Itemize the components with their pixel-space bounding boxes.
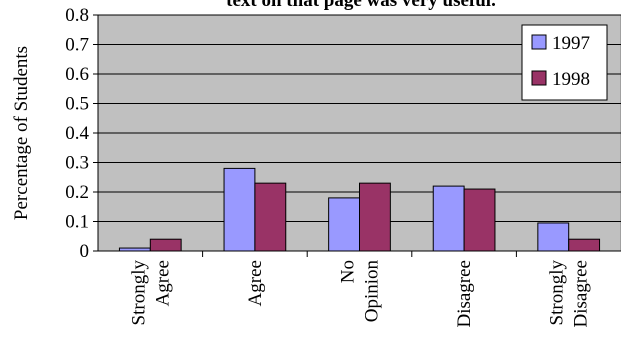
- bar-group: [118, 167, 601, 252]
- y-axis: 0 0.1 0.2 0.3 0.4 0.5 0.6 0.7 0.8: [65, 5, 99, 262]
- x-axis: Strongly Agree Agree No Opinion Disagree Stron…: [98, 250, 621, 328]
- bar-1997-1: [223, 167, 256, 252]
- y-tick-label: 0.3: [65, 153, 89, 174]
- y-tick-label: 0.5: [65, 94, 89, 115]
- y-axis-label: Percentage of Students: [11, 46, 32, 220]
- x-tick-label: Agree: [245, 260, 266, 306]
- y-tick-label: 0: [80, 241, 90, 262]
- y-tick-label: 0.8: [65, 5, 89, 26]
- chart-title: text on that page was very useful.: [226, 0, 496, 11]
- y-tick-label: 0.6: [65, 64, 89, 85]
- legend-swatch-1997: [531, 34, 547, 50]
- x-tick-label: No: [338, 260, 359, 283]
- bar-1998-2: [359, 182, 391, 252]
- bar-1997-3: [432, 185, 465, 252]
- x-tick-label: Strongly: [547, 260, 568, 326]
- y-tick-label: 0.4: [65, 123, 89, 144]
- legend-label-1997: 1997: [552, 33, 590, 54]
- bar-1997-4: [537, 222, 570, 252]
- x-tick-label: Agree: [152, 260, 173, 306]
- y-tick-label: 0.2: [65, 182, 89, 203]
- x-tick-label: Disagree: [571, 260, 592, 328]
- x-tick-label: Strongly: [128, 260, 149, 326]
- bar-1998-4: [568, 238, 601, 252]
- y-tick-label: 0.7: [65, 35, 89, 56]
- legend-label-1998: 1998: [552, 69, 590, 90]
- x-tick-label: Disagree: [454, 260, 475, 328]
- x-tick-label: Opinion: [362, 260, 383, 323]
- bar-1998-3: [463, 188, 496, 252]
- bar-1998-1: [254, 182, 287, 252]
- bar-1998-0: [149, 238, 182, 252]
- legend: 1997 1998: [521, 24, 608, 101]
- y-tick-label: 0.1: [65, 212, 89, 233]
- legend-swatch-1998: [531, 70, 547, 86]
- bar-1997-2: [328, 197, 361, 252]
